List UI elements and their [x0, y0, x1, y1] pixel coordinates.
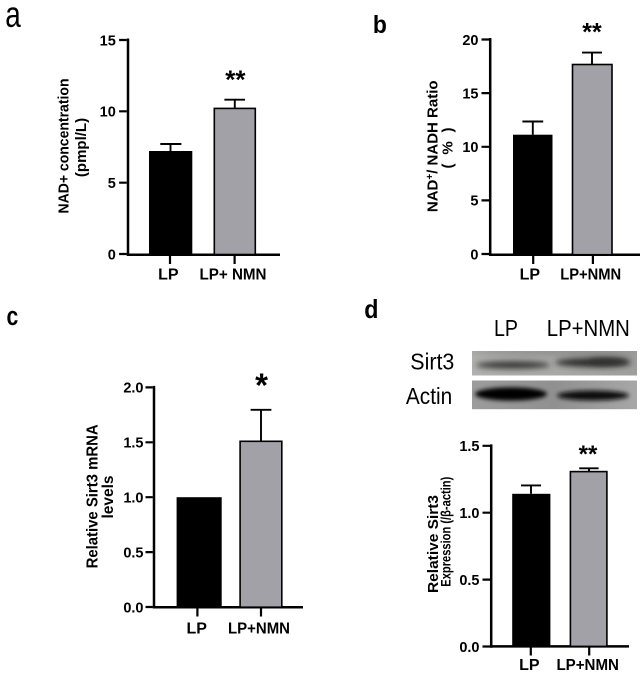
svg-text:0.0: 0.0 — [123, 600, 143, 616]
svg-text:LP+NMN: LP+NMN — [547, 315, 630, 341]
svg-text:1.0: 1.0 — [459, 506, 479, 522]
svg-text:LP: LP — [186, 621, 207, 638]
svg-text:Relative Sirt3: Relative Sirt3 — [425, 495, 442, 593]
svg-text:0.5: 0.5 — [123, 545, 143, 561]
svg-text:LP: LP — [158, 267, 179, 284]
svg-text:20: 20 — [462, 33, 478, 49]
svg-text:LP+NMN: LP+NMN — [560, 267, 621, 284]
svg-text:levels: levels — [100, 475, 117, 518]
svg-text:LP+NMN: LP+NMN — [556, 657, 619, 674]
svg-text:b: b — [373, 11, 387, 39]
svg-text:0.5: 0.5 — [459, 573, 479, 589]
svg-text:LP: LP — [520, 267, 541, 284]
svg-text:5: 5 — [470, 194, 478, 210]
svg-text:15: 15 — [462, 86, 478, 102]
svg-text:0: 0 — [108, 247, 116, 263]
svg-text:( % ): ( % ) — [440, 128, 457, 169]
svg-text:a: a — [5, 0, 21, 35]
svg-text:d: d — [364, 294, 378, 324]
svg-text:1.5: 1.5 — [123, 436, 143, 452]
svg-text:0.0: 0.0 — [459, 640, 479, 656]
svg-text:10: 10 — [462, 140, 478, 156]
svg-text:10: 10 — [100, 105, 116, 121]
svg-text:Relative Sirt3 mRNA: Relative Sirt3 mRNA — [85, 424, 102, 568]
svg-text:**: ** — [225, 65, 246, 95]
svg-text:Expression (/β-actin): Expression (/β-actin) — [439, 477, 454, 587]
svg-text:1.0: 1.0 — [123, 491, 143, 507]
svg-text:5: 5 — [108, 176, 116, 192]
svg-text:0: 0 — [470, 247, 478, 263]
svg-text:LP+NMN: LP+NMN — [228, 621, 290, 638]
svg-text:LP: LP — [519, 657, 540, 674]
svg-text:*: * — [255, 367, 268, 404]
svg-text:15: 15 — [100, 33, 116, 49]
svg-text:Actin: Actin — [406, 383, 452, 409]
svg-text:**: ** — [579, 441, 598, 468]
svg-text:NAD+ concentration: NAD+ concentration — [56, 79, 73, 214]
svg-text:**: ** — [582, 19, 602, 47]
svg-text:LP+ NMN: LP+ NMN — [200, 267, 267, 284]
svg-text:1.5: 1.5 — [459, 439, 479, 455]
svg-text:(pmpl/L): (pmpl/L) — [73, 118, 90, 177]
svg-text:2.0: 2.0 — [123, 381, 143, 397]
svg-text:c: c — [7, 301, 19, 331]
svg-text:Sirt3: Sirt3 — [410, 348, 454, 374]
svg-text:LP: LP — [494, 315, 518, 341]
